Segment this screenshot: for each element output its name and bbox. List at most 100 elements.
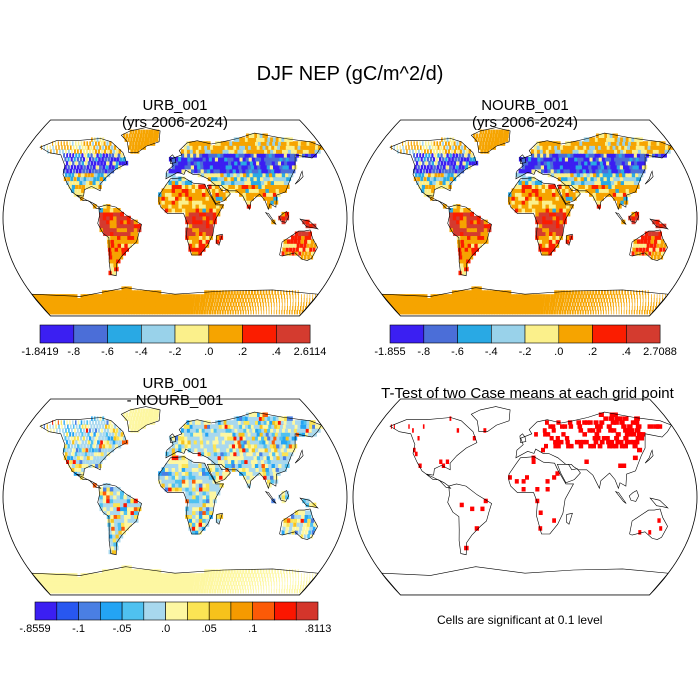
map-cell [281, 302, 283, 307]
map-cell [258, 588, 260, 594]
map-cell [460, 262, 465, 268]
map-cell [76, 180, 80, 185]
map-cell [175, 479, 179, 484]
map-cell [189, 294, 193, 299]
map-cell [641, 290, 644, 295]
map-cell [79, 149, 82, 154]
map-cell [237, 309, 239, 315]
map-cell [69, 153, 72, 158]
map-cell [640, 168, 646, 174]
map-cell [449, 164, 452, 170]
map-cell [603, 153, 609, 158]
map-cell [417, 145, 419, 150]
map-cell [656, 243, 660, 248]
map-cell [231, 160, 236, 166]
map-cell [120, 498, 125, 504]
map-cell [303, 577, 305, 582]
map-cell [453, 160, 457, 166]
map-cell [624, 180, 629, 185]
map-cell [490, 306, 495, 311]
map-cell [97, 439, 100, 445]
map-cell [121, 247, 126, 252]
map-cell [274, 432, 281, 437]
map-cell [199, 487, 204, 492]
map-cell [139, 290, 145, 295]
map-cell [210, 145, 215, 150]
map-cell [181, 160, 185, 166]
map-cell [285, 494, 290, 500]
map-cell [555, 196, 560, 201]
map-cell [487, 145, 490, 150]
map-cell [127, 577, 132, 582]
map-cell [480, 223, 485, 229]
map-cell [215, 467, 220, 472]
map-cell [123, 510, 128, 515]
map-cell [304, 518, 308, 523]
map-cell [165, 463, 169, 468]
map-cell [97, 451, 101, 457]
map-cell [599, 192, 604, 197]
map-cell [271, 160, 277, 166]
map-cell [155, 133, 159, 138]
map-cell [483, 227, 488, 233]
map-cell [224, 436, 229, 441]
map-cell [540, 157, 545, 162]
map-cell [610, 141, 616, 146]
map-cell [171, 471, 176, 476]
map-cell [609, 153, 615, 158]
map-cell [242, 188, 247, 193]
map-cell [205, 502, 210, 508]
map-cell [185, 498, 190, 504]
map-cell [596, 196, 601, 201]
map-cell [301, 573, 302, 578]
map-cell [124, 298, 129, 303]
map-cell [290, 149, 297, 154]
map-cell [192, 231, 196, 236]
map-cell [225, 188, 230, 193]
map-cell [525, 200, 529, 205]
map-cell [470, 223, 475, 229]
map-cell [518, 200, 523, 205]
map-cell [260, 455, 265, 461]
map-cell [552, 235, 557, 240]
map-cell [62, 428, 64, 433]
map-cell [226, 153, 231, 158]
map-cell [579, 309, 582, 315]
map-cell [66, 447, 69, 453]
map-cell [117, 581, 123, 586]
map-cell [466, 219, 471, 225]
map-cell [549, 215, 554, 221]
map-cell [283, 459, 289, 464]
map-cell [265, 585, 267, 590]
map-cell [67, 164, 70, 170]
map-cell [608, 188, 614, 193]
map-cell [305, 223, 310, 229]
map-cell [221, 588, 224, 594]
map-cell [415, 149, 417, 154]
map-cell [260, 309, 262, 315]
map-cell [195, 506, 200, 512]
map-cell [225, 298, 228, 303]
map-cell [287, 149, 294, 154]
map-cell [192, 215, 197, 221]
map-cell [215, 192, 220, 197]
map-cell [192, 502, 197, 508]
map-cell [601, 168, 607, 174]
map-cell [109, 219, 114, 225]
map-cell [624, 153, 631, 158]
map-cell [200, 447, 205, 453]
map-cell [217, 141, 223, 146]
map-cell [250, 298, 253, 303]
map-cell [533, 298, 537, 303]
map-cell [175, 463, 179, 468]
map-cell [257, 133, 263, 138]
map-cell [109, 506, 114, 512]
map-cell [494, 137, 497, 142]
map-cell [184, 436, 189, 441]
map-cell [63, 432, 65, 437]
map-cell [178, 471, 183, 476]
map-cell [662, 298, 663, 303]
map-cell [109, 227, 114, 233]
map-cell [272, 451, 277, 457]
map-cell [135, 141, 138, 146]
